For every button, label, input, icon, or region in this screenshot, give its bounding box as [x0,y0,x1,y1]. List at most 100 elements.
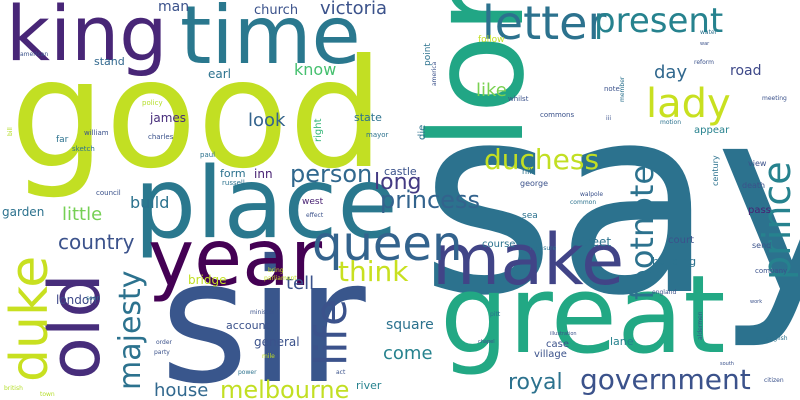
word: minister [250,309,275,316]
word: america [431,61,438,86]
word: sea [522,211,538,221]
word: whilst [508,95,529,103]
word: earl [208,67,232,81]
word: commons [540,111,575,119]
word: note [604,85,620,93]
word: water [700,29,718,36]
word: meeting [762,95,787,102]
word: council [96,189,121,197]
word: sketch [72,145,95,153]
word: iii [606,115,612,122]
word: appear [694,125,730,136]
word: parliament [264,275,297,282]
word: death [742,181,766,190]
word: course [482,239,516,250]
word: town [40,391,55,398]
word: power [238,369,257,376]
word: queen [312,216,463,272]
word: country [58,230,135,254]
word: lady [646,81,731,127]
word: order [156,339,172,346]
word: american [20,51,49,58]
word: government [580,363,751,396]
word: duchess [484,143,600,176]
word: majesty [113,270,148,390]
word: state [354,111,382,124]
word: person [290,160,373,188]
word: river [356,379,382,392]
word: chapel [478,339,495,345]
word: man [158,0,190,15]
word: act [336,369,346,376]
word: church [254,3,299,18]
word: victoria [320,0,388,19]
word: george [520,179,549,188]
word: garden [2,205,45,219]
word: little [62,204,103,225]
word: charles [148,133,174,141]
word: day [654,62,688,83]
word: road [730,63,762,79]
word: british [4,385,23,392]
word: come [383,343,433,364]
word: court [668,235,694,246]
word: case [546,339,569,350]
word: century [711,155,720,186]
word: james [150,111,187,125]
word: sir [160,224,366,400]
word: present [594,1,724,41]
word: london [56,293,97,307]
word: measure [530,245,557,252]
word: tell [286,273,315,294]
word: right [313,118,324,143]
word: good [10,28,384,202]
word: russell [222,179,245,187]
word: think [338,255,409,288]
word: view [748,159,767,168]
word: princess [380,186,480,214]
word: west [302,197,324,207]
word: far [56,135,69,145]
word: building [652,255,697,268]
word: effect [306,212,324,219]
word: william [84,129,109,137]
word: duke [0,255,60,382]
word: inn [254,167,273,181]
word: soon [86,295,101,302]
word: citizen [764,377,784,384]
word: melbourne [220,376,350,400]
word: south [720,361,734,367]
word: common [570,199,597,206]
word: work [750,299,763,305]
word: time [180,0,361,82]
word: look [248,110,286,131]
word: bring [268,267,284,274]
word: place [134,147,398,261]
word: bill [7,127,14,136]
word: square [386,317,434,333]
word: aldermen [697,311,704,340]
word: member [619,76,626,102]
word: policy [142,99,163,107]
word: castle [384,165,417,178]
word: pitt [490,311,501,318]
word: company [755,267,788,275]
word: year [148,214,323,304]
word: pass [748,205,771,216]
word: village [534,349,567,360]
word: english [766,335,788,342]
word: motion [660,119,682,126]
word: form [220,167,246,180]
word: life [306,298,357,366]
word: reform [694,59,715,66]
word: hill [522,167,534,176]
word: mile [262,353,275,360]
word: illustration [550,331,577,337]
word: house [154,380,209,400]
word: royal [508,370,563,395]
word: make [432,219,625,301]
word: footnote [623,164,661,300]
word: walpole [580,191,604,198]
word: stand [94,55,125,68]
